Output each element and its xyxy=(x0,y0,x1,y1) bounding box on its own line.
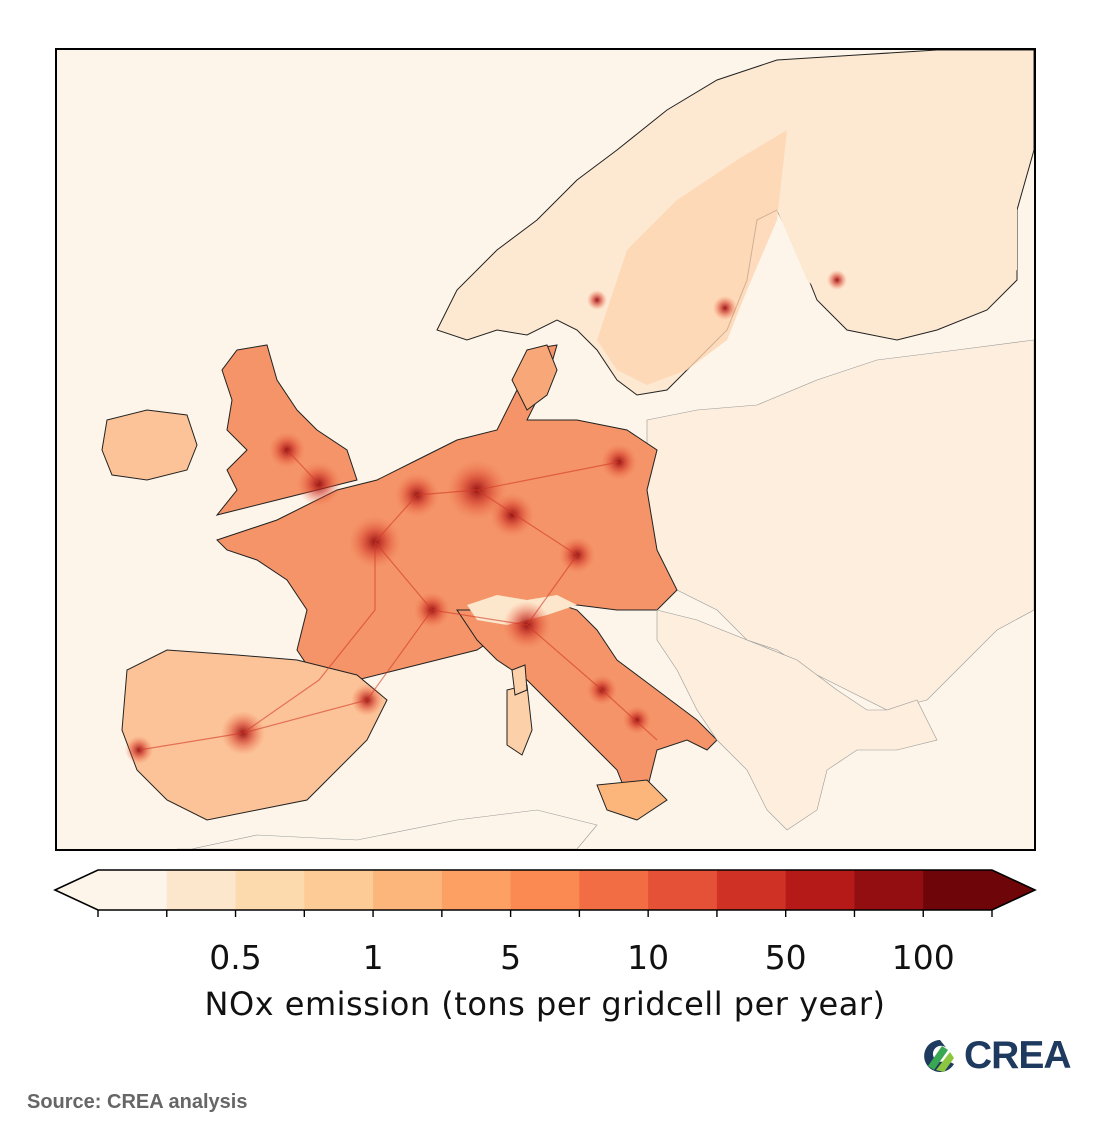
colorbar-cell xyxy=(441,870,512,910)
eastern-europe-land xyxy=(646,339,1034,711)
balkans-land xyxy=(656,609,938,831)
crea-logo: CREA xyxy=(920,1034,1072,1078)
north-africa-land xyxy=(177,809,598,849)
emission-map xyxy=(55,48,1036,851)
colorbar-tick-label: 1 xyxy=(362,938,384,977)
colorbar-cell xyxy=(854,870,924,910)
ireland-land xyxy=(101,409,198,481)
sardinia-land xyxy=(506,684,533,756)
colorbar-cell xyxy=(235,870,305,910)
hotspot-stockholm xyxy=(713,296,737,320)
colorbar-cell xyxy=(648,870,718,910)
denmark-land xyxy=(511,344,558,411)
colorbar-cell xyxy=(304,870,374,910)
colorbar-tick-label: 5 xyxy=(500,938,522,977)
colorbar-label: NOx emission (tons per gridcell per year… xyxy=(204,985,886,1023)
corsica-land xyxy=(511,664,528,696)
source-note: Source: CREA analysis xyxy=(27,1091,248,1113)
crea-logo-text: CREA xyxy=(964,1034,1072,1077)
colorbar-cell xyxy=(510,870,580,910)
italy-land xyxy=(456,599,718,796)
colorbar-cell xyxy=(923,870,993,910)
colorbar-tick-label: 10 xyxy=(627,938,670,977)
sicily-land xyxy=(596,779,668,821)
colorbar-cell xyxy=(716,870,787,910)
colorbar-cell xyxy=(373,870,443,910)
crea-logo-icon xyxy=(924,1040,954,1072)
colorbar-cell xyxy=(98,870,168,910)
sweden-emissions xyxy=(597,130,787,385)
hotspot-oslo xyxy=(587,290,607,310)
map-canvas xyxy=(101,50,1034,849)
colorbar xyxy=(53,869,1037,917)
road-network xyxy=(138,449,658,751)
colorbar-tick-label: 50 xyxy=(764,938,807,977)
colorbar-cell xyxy=(166,870,237,910)
colorbar-tick-label: 100 xyxy=(891,938,955,977)
colorbar-tick-label: 0.5 xyxy=(209,938,262,977)
hotspot-frankfurt xyxy=(490,493,534,537)
colorbar-cell xyxy=(579,870,649,910)
colorbar-extend-high xyxy=(992,870,1035,910)
hotspot-helsinki xyxy=(827,270,847,290)
colorbar-cell xyxy=(785,870,855,910)
hotspot-naples xyxy=(623,706,651,734)
colorbar-extend-low xyxy=(55,870,98,910)
